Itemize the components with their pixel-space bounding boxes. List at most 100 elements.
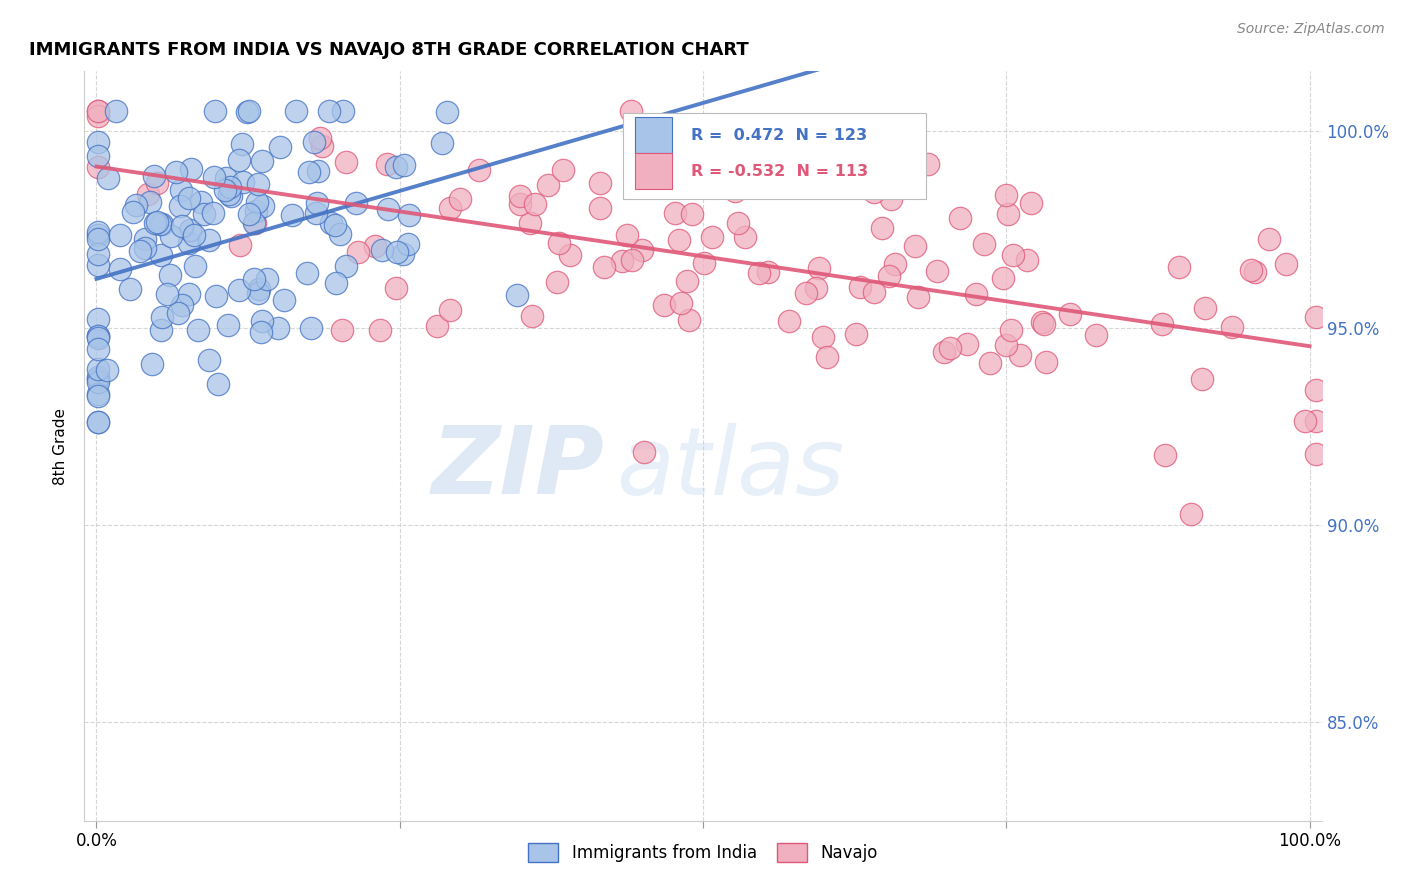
Point (197, 234, 219, 248)
Point (664, 206, 686, 220)
Point (86, 331, 108, 345)
Point (205, 289, 228, 303)
Point (156, 287, 179, 301)
Point (298, 164, 321, 178)
Point (311, 139, 333, 153)
Point (179, 191, 201, 205)
Point (668, 233, 690, 247)
Point (307, 195, 329, 210)
Point (426, 318, 449, 333)
Point (849, 280, 872, 294)
Text: ZIP: ZIP (432, 423, 605, 515)
Point (925, 264, 948, 278)
Point (86, 225, 108, 239)
Point (86, 160, 108, 174)
Point (439, 202, 461, 216)
Point (1059, 307, 1081, 321)
Point (879, 268, 901, 283)
Point (1305, 310, 1327, 325)
Point (86, 343, 108, 357)
Point (1035, 354, 1057, 368)
Point (86, 369, 108, 384)
Point (1243, 265, 1265, 279)
Point (509, 188, 531, 202)
Point (245, 203, 267, 218)
Point (170, 219, 193, 233)
Point (364, 238, 387, 252)
Point (86, 232, 108, 246)
Point (398, 208, 420, 222)
Point (523, 196, 546, 211)
Point (325, 276, 347, 290)
Point (547, 236, 569, 251)
Point (281, 208, 304, 222)
FancyBboxPatch shape (623, 112, 925, 199)
Point (179, 223, 201, 237)
Point (676, 275, 699, 289)
Point (159, 268, 181, 282)
Point (86, 103, 108, 118)
Point (86, 362, 108, 376)
Point (183, 227, 205, 242)
Point (979, 355, 1001, 369)
Text: atlas: atlas (616, 423, 845, 514)
Point (377, 202, 399, 216)
Point (973, 236, 995, 251)
Point (187, 323, 209, 337)
Bar (636, 153, 672, 189)
Point (219, 189, 242, 203)
Point (949, 211, 972, 226)
Point (328, 227, 350, 241)
Point (86, 149, 108, 163)
Y-axis label: 8th Grade: 8th Grade (53, 408, 69, 484)
Point (1150, 318, 1173, 332)
Point (1000, 323, 1022, 337)
Point (991, 271, 1014, 285)
Point (1191, 372, 1213, 386)
Point (134, 241, 156, 255)
Point (250, 314, 273, 328)
Point (468, 162, 491, 177)
Point (110, 261, 132, 276)
Point (149, 217, 172, 231)
Point (86, 135, 108, 149)
Point (86, 110, 108, 124)
Point (167, 306, 190, 320)
Point (86, 329, 108, 343)
Point (1001, 248, 1024, 262)
Point (97, 171, 120, 186)
Point (593, 260, 616, 274)
Point (204, 103, 226, 118)
Point (142, 169, 165, 183)
Point (307, 164, 329, 178)
Point (1240, 263, 1263, 277)
Point (1194, 301, 1216, 316)
Point (1017, 252, 1039, 267)
Point (934, 345, 956, 359)
Point (1220, 320, 1243, 334)
Point (138, 186, 160, 201)
Point (242, 215, 264, 229)
Point (1085, 327, 1108, 342)
Point (813, 330, 835, 344)
Point (246, 194, 269, 209)
Text: R = -0.532  N = 113: R = -0.532 N = 113 (690, 163, 868, 178)
Point (368, 323, 391, 337)
Point (1305, 447, 1327, 461)
Point (391, 247, 413, 261)
Point (727, 217, 749, 231)
Point (134, 232, 156, 246)
Bar (636, 117, 672, 153)
Point (509, 196, 531, 211)
Point (86, 372, 108, 386)
Point (228, 283, 250, 297)
Point (1305, 383, 1327, 397)
Point (269, 140, 291, 154)
Point (965, 286, 987, 301)
Point (1033, 318, 1056, 332)
Point (150, 323, 173, 337)
Point (505, 288, 527, 302)
Point (1008, 348, 1031, 362)
Point (297, 267, 319, 281)
Point (758, 265, 780, 279)
